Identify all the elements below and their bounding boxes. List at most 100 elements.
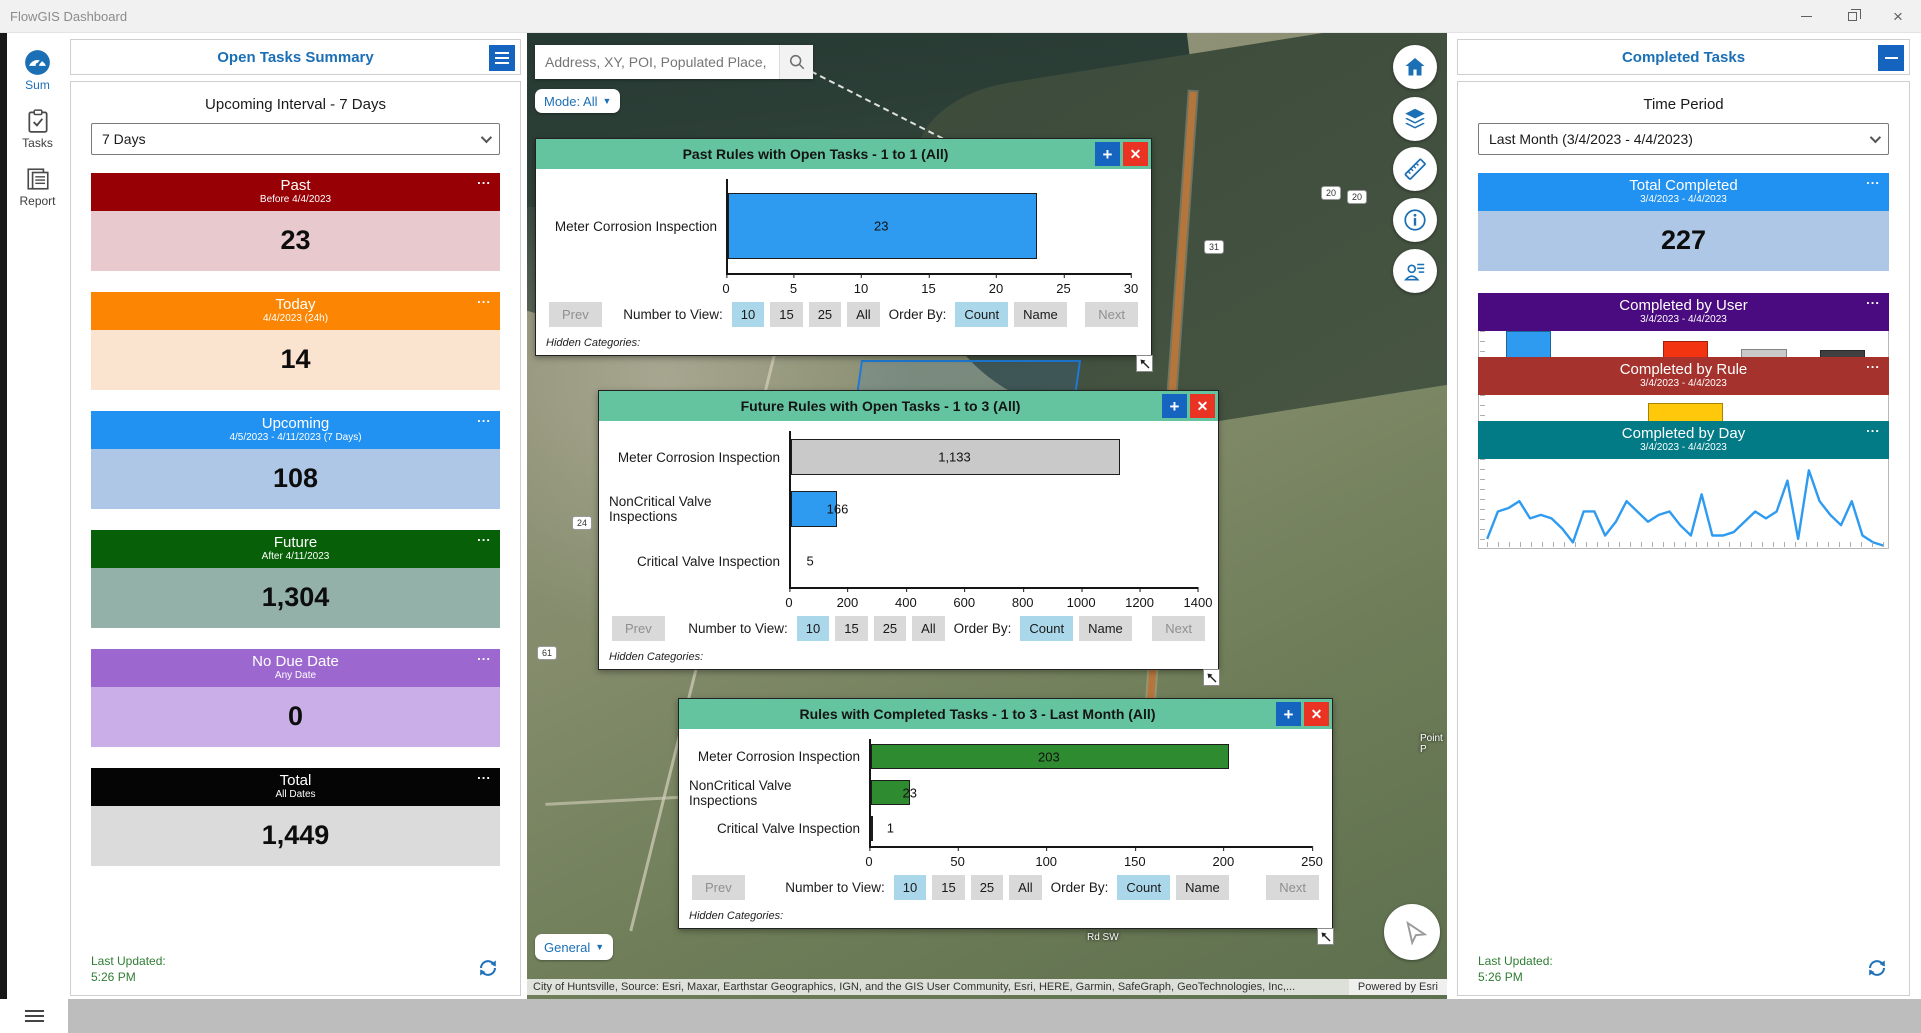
bar-1[interactable]	[791, 490, 838, 528]
restore-button[interactable]	[1829, 0, 1875, 32]
close-panel-button[interactable]: ✕	[1304, 702, 1329, 726]
number-option-25[interactable]: 25	[873, 615, 907, 641]
search-input[interactable]	[535, 45, 779, 79]
add-panel-button[interactable]: +	[1095, 142, 1120, 166]
prev-button[interactable]: Prev	[692, 874, 745, 900]
panel-titlebar[interactable]: Past Rules with Open Tasks - 1 to 1 (All…	[536, 139, 1151, 169]
future-rules-bar-chart: Meter Corrosion Inspection 1,133 NonCritic…	[599, 421, 1218, 611]
open-tasks-header: Open Tasks Summary	[70, 39, 521, 75]
bar-0[interactable]	[791, 438, 1120, 476]
number-option-all[interactable]: All	[1009, 874, 1042, 900]
time-period-dropdown[interactable]: Last Month (3/4/2023 - 4/4/2023)	[1478, 123, 1889, 155]
minimize-button[interactable]	[1783, 0, 1829, 32]
order-option-count[interactable]: Count	[1020, 615, 1074, 641]
number-option-all[interactable]: All	[847, 301, 880, 327]
card-value: 0	[91, 687, 500, 747]
nav-item-summary[interactable]: Sum	[7, 49, 68, 92]
close-button[interactable]: ×	[1893, 6, 1903, 26]
card-menu-icon[interactable]: ...	[477, 648, 491, 663]
number-option-15[interactable]: 15	[770, 301, 803, 327]
resize-handle[interactable]	[1317, 928, 1334, 945]
panel-titlebar[interactable]: Future Rules with Open Tasks - 1 to 3 (A…	[599, 391, 1218, 421]
interval-dropdown[interactable]: 7 Days	[91, 123, 500, 155]
nav-item-report[interactable]: Report	[7, 166, 68, 208]
bar-value-label: 23	[902, 785, 917, 800]
mode-label: Mode: All	[544, 93, 598, 109]
card-menu-icon[interactable]: ...	[477, 291, 491, 306]
assignments-tool-button[interactable]	[1393, 249, 1437, 293]
axis-tick-label: 15	[921, 273, 936, 296]
card-title: Past	[280, 177, 311, 194]
nav-item-label: Report	[19, 194, 56, 208]
order-option-count[interactable]: Count	[955, 301, 1009, 327]
next-button[interactable]: Next	[1266, 874, 1319, 900]
card-subtitle: Any Date	[274, 670, 317, 681]
card-menu-icon[interactable]: ...	[1866, 172, 1880, 187]
resize-handle[interactable]	[1136, 355, 1153, 372]
card-menu-icon[interactable]: ...	[477, 767, 491, 782]
number-option-25[interactable]: 25	[808, 301, 842, 327]
bar-2[interactable]	[871, 815, 873, 841]
card-value: 227	[1478, 211, 1889, 271]
number-option-all[interactable]: All	[912, 615, 945, 641]
compass-button[interactable]	[1384, 904, 1440, 960]
number-option-10[interactable]: 10	[731, 301, 765, 327]
axis-tick-label: 400	[894, 587, 917, 610]
panel-collapse-button[interactable]	[1878, 45, 1904, 71]
order-option-name[interactable]: Name	[1176, 874, 1229, 900]
card-menu-icon[interactable]: ...	[1866, 420, 1880, 435]
line-series[interactable]	[1487, 470, 1884, 545]
order-option-name[interactable]: Name	[1079, 615, 1132, 641]
axis-tick-label: 150	[1123, 846, 1146, 869]
number-option-25[interactable]: 25	[970, 874, 1004, 900]
refresh-button[interactable]	[476, 956, 500, 985]
card-menu-icon[interactable]: ...	[477, 172, 491, 187]
number-option-15[interactable]: 15	[835, 615, 868, 641]
add-panel-button[interactable]: +	[1276, 702, 1301, 726]
order-option-count[interactable]: Count	[1117, 874, 1171, 900]
card-menu-icon[interactable]: ...	[477, 410, 491, 425]
panel-titlebar[interactable]: Rules with Completed Tasks - 1 to 3 - La…	[679, 699, 1332, 729]
panel-menu-button[interactable]	[489, 45, 515, 71]
bar-0[interactable]	[871, 744, 1229, 770]
card-menu-icon[interactable]: ...	[1866, 292, 1880, 307]
card-menu-icon[interactable]: ...	[477, 529, 491, 544]
search-button[interactable]	[779, 45, 813, 79]
add-panel-button[interactable]: +	[1162, 394, 1187, 418]
prev-button[interactable]: Prev	[549, 301, 602, 327]
general-selector[interactable]: General ▼	[535, 934, 614, 960]
number-option-10[interactable]: 10	[796, 615, 830, 641]
nav-item-tasks[interactable]: Tasks	[7, 108, 68, 150]
close-panel-button[interactable]: ✕	[1190, 394, 1215, 418]
restore-icon	[1847, 8, 1861, 21]
nav-rail: Sum Tasks Report	[7, 33, 68, 999]
axis-tick-label: 100	[1035, 846, 1058, 869]
close-panel-button[interactable]: ✕	[1123, 142, 1148, 166]
info-tool-button[interactable]	[1393, 198, 1437, 242]
layers-tool-button[interactable]	[1393, 97, 1437, 141]
map-canvas[interactable]: 20 20 31 24 61 Rd SW Point P Mode: All ▼…	[527, 33, 1447, 999]
home-tool-button[interactable]	[1393, 45, 1437, 89]
resize-handle[interactable]	[1203, 669, 1220, 686]
number-option-10[interactable]: 10	[893, 874, 927, 900]
card-title: Completed by User	[1619, 297, 1748, 314]
next-button[interactable]: Next	[1152, 615, 1205, 641]
mode-selector[interactable]: Mode: All ▼	[535, 89, 621, 113]
hamburger-menu-button[interactable]	[24, 1010, 44, 1022]
number-option-15[interactable]: 15	[932, 874, 965, 900]
card-menu-icon[interactable]: ...	[1866, 356, 1880, 371]
bar-0[interactable]	[728, 193, 1037, 259]
order-option-name[interactable]: Name	[1014, 301, 1067, 327]
stat-card-future: Future After 4/11/2023 ... 1,304	[91, 530, 500, 628]
measure-tool-button[interactable]	[1393, 147, 1437, 191]
place-label: Point P	[1420, 733, 1443, 755]
refresh-button[interactable]	[1865, 956, 1889, 985]
next-button[interactable]: Next	[1085, 301, 1138, 327]
prev-button[interactable]: Prev	[612, 615, 665, 641]
category-label: Critical Valve Inspection	[636, 553, 780, 569]
bar-1[interactable]	[871, 780, 910, 805]
interval-label: Upcoming Interval - 7 Days	[205, 96, 386, 113]
highway-shield: 31	[1204, 240, 1225, 254]
window-title: FlowGIS Dashboard	[10, 8, 128, 24]
panel-title: Rules with Completed Tasks - 1 to 3 - La…	[799, 706, 1156, 722]
